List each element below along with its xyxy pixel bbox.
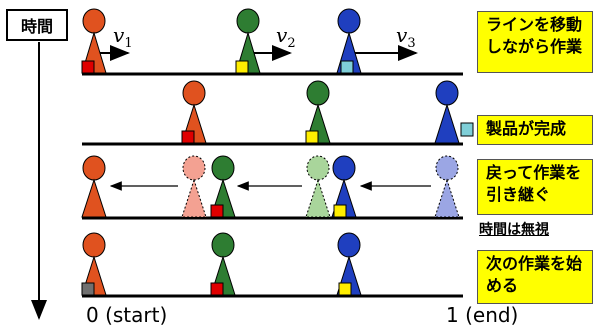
note-step3-sub: 時間は無視 — [479, 222, 549, 238]
note-step2: 製品が完成 — [477, 115, 593, 145]
item-red-row2 — [181, 130, 195, 144]
velocity-label-1: v1 — [113, 23, 133, 51]
note-step4-line1: 次の作業を始 — [486, 254, 583, 273]
axis-end-label: 1 (end) — [446, 303, 519, 327]
time-label: 時間 — [20, 17, 53, 36]
item-yellow-row4 — [338, 282, 352, 296]
note-step3: 戻って作業を 引き継ぐ — [477, 159, 593, 215]
ghost-worker-green — [305, 155, 331, 218]
ghost-worker-blue — [434, 155, 460, 218]
item-yellow-row2 — [305, 130, 319, 144]
time-label-box: 時間 — [6, 9, 68, 41]
finished-product-cyan — [460, 122, 474, 137]
note-step1: ラインを移動 しながら作業 — [477, 11, 593, 73]
item-cyan-row1 — [340, 60, 354, 74]
note-step1-line1: ラインを移動 — [486, 15, 583, 34]
item-red-row4 — [210, 282, 224, 296]
note-step3-line2: 引き継ぐ — [486, 185, 551, 204]
item-red-row1 — [81, 60, 95, 74]
item-gray-row4 — [81, 282, 95, 296]
item-red-row3 — [210, 204, 224, 218]
note-step2-text: 製品が完成 — [486, 119, 567, 138]
axis-start-label: 0 (start) — [86, 303, 168, 327]
item-yellow-row1 — [235, 60, 249, 74]
ghost-worker-orange — [181, 155, 207, 218]
worker-blue-row2 — [434, 80, 460, 144]
item-yellow-row3 — [333, 204, 347, 218]
note-step4: 次の作業を始 める — [477, 250, 593, 304]
velocity-label-3: v3 — [396, 23, 416, 51]
worker-orange-row3 — [81, 155, 107, 218]
note-step4-line2: める — [486, 276, 519, 295]
note-step1-line2: しながら作業 — [486, 37, 583, 56]
velocity-label-2: v2 — [276, 23, 296, 51]
note-step3-line1: 戻って作業を — [486, 163, 582, 182]
